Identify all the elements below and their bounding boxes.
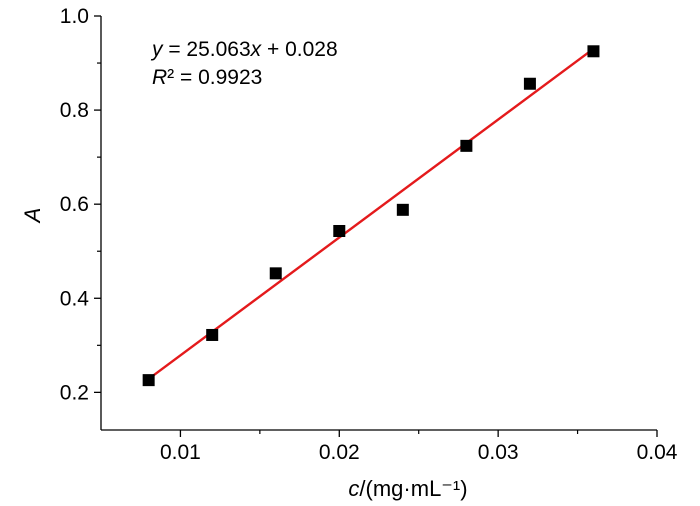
- data-point: [333, 224, 346, 237]
- x-tick-label: 0.03: [478, 441, 519, 464]
- data-point: [396, 203, 409, 216]
- data-point: [587, 45, 600, 58]
- equation-x-var: x: [250, 38, 263, 61]
- equation-coefficient: = 25.063: [163, 38, 251, 61]
- x-tick-label: 0.01: [160, 441, 201, 464]
- regression-equation: y = 25.063x + 0.028: [150, 38, 338, 61]
- data-points: [142, 45, 600, 387]
- axes: [100, 16, 657, 431]
- fit-line-layer: [147, 47, 595, 380]
- y-tick-label: 0.6: [60, 193, 89, 216]
- data-point: [142, 374, 155, 387]
- r-squared: R² = 0.9923: [152, 66, 262, 89]
- data-point: [269, 267, 282, 280]
- equation-intercept: + 0.028: [261, 38, 337, 61]
- x-tick-label: 0.02: [319, 441, 360, 464]
- y-tick-label: 0.2: [60, 381, 89, 404]
- y-tick-label: 1.0: [60, 5, 89, 28]
- regression-line: [147, 47, 595, 380]
- data-point: [206, 328, 219, 341]
- y-axis-label: A: [20, 208, 45, 225]
- ticks: 0.01 0.02 0.03 0.04 0.2 0.4 0.6 0.8 1.0: [60, 5, 678, 464]
- equation-y-var: y: [150, 38, 164, 61]
- x-axis-variable: c: [348, 476, 359, 501]
- x-axis-unit: /(mg·mL⁻¹): [359, 476, 467, 501]
- y-tick-label: 0.4: [60, 287, 90, 310]
- y-tick-label: 0.8: [60, 99, 89, 122]
- x-tick-label: 0.04: [637, 441, 678, 464]
- r-squared-var: R: [152, 66, 167, 89]
- data-point: [523, 77, 536, 90]
- r-squared-value: ² = 0.9923: [167, 66, 262, 89]
- x-axis-label: c/(mg·mL⁻¹): [348, 476, 467, 501]
- data-point: [460, 139, 473, 152]
